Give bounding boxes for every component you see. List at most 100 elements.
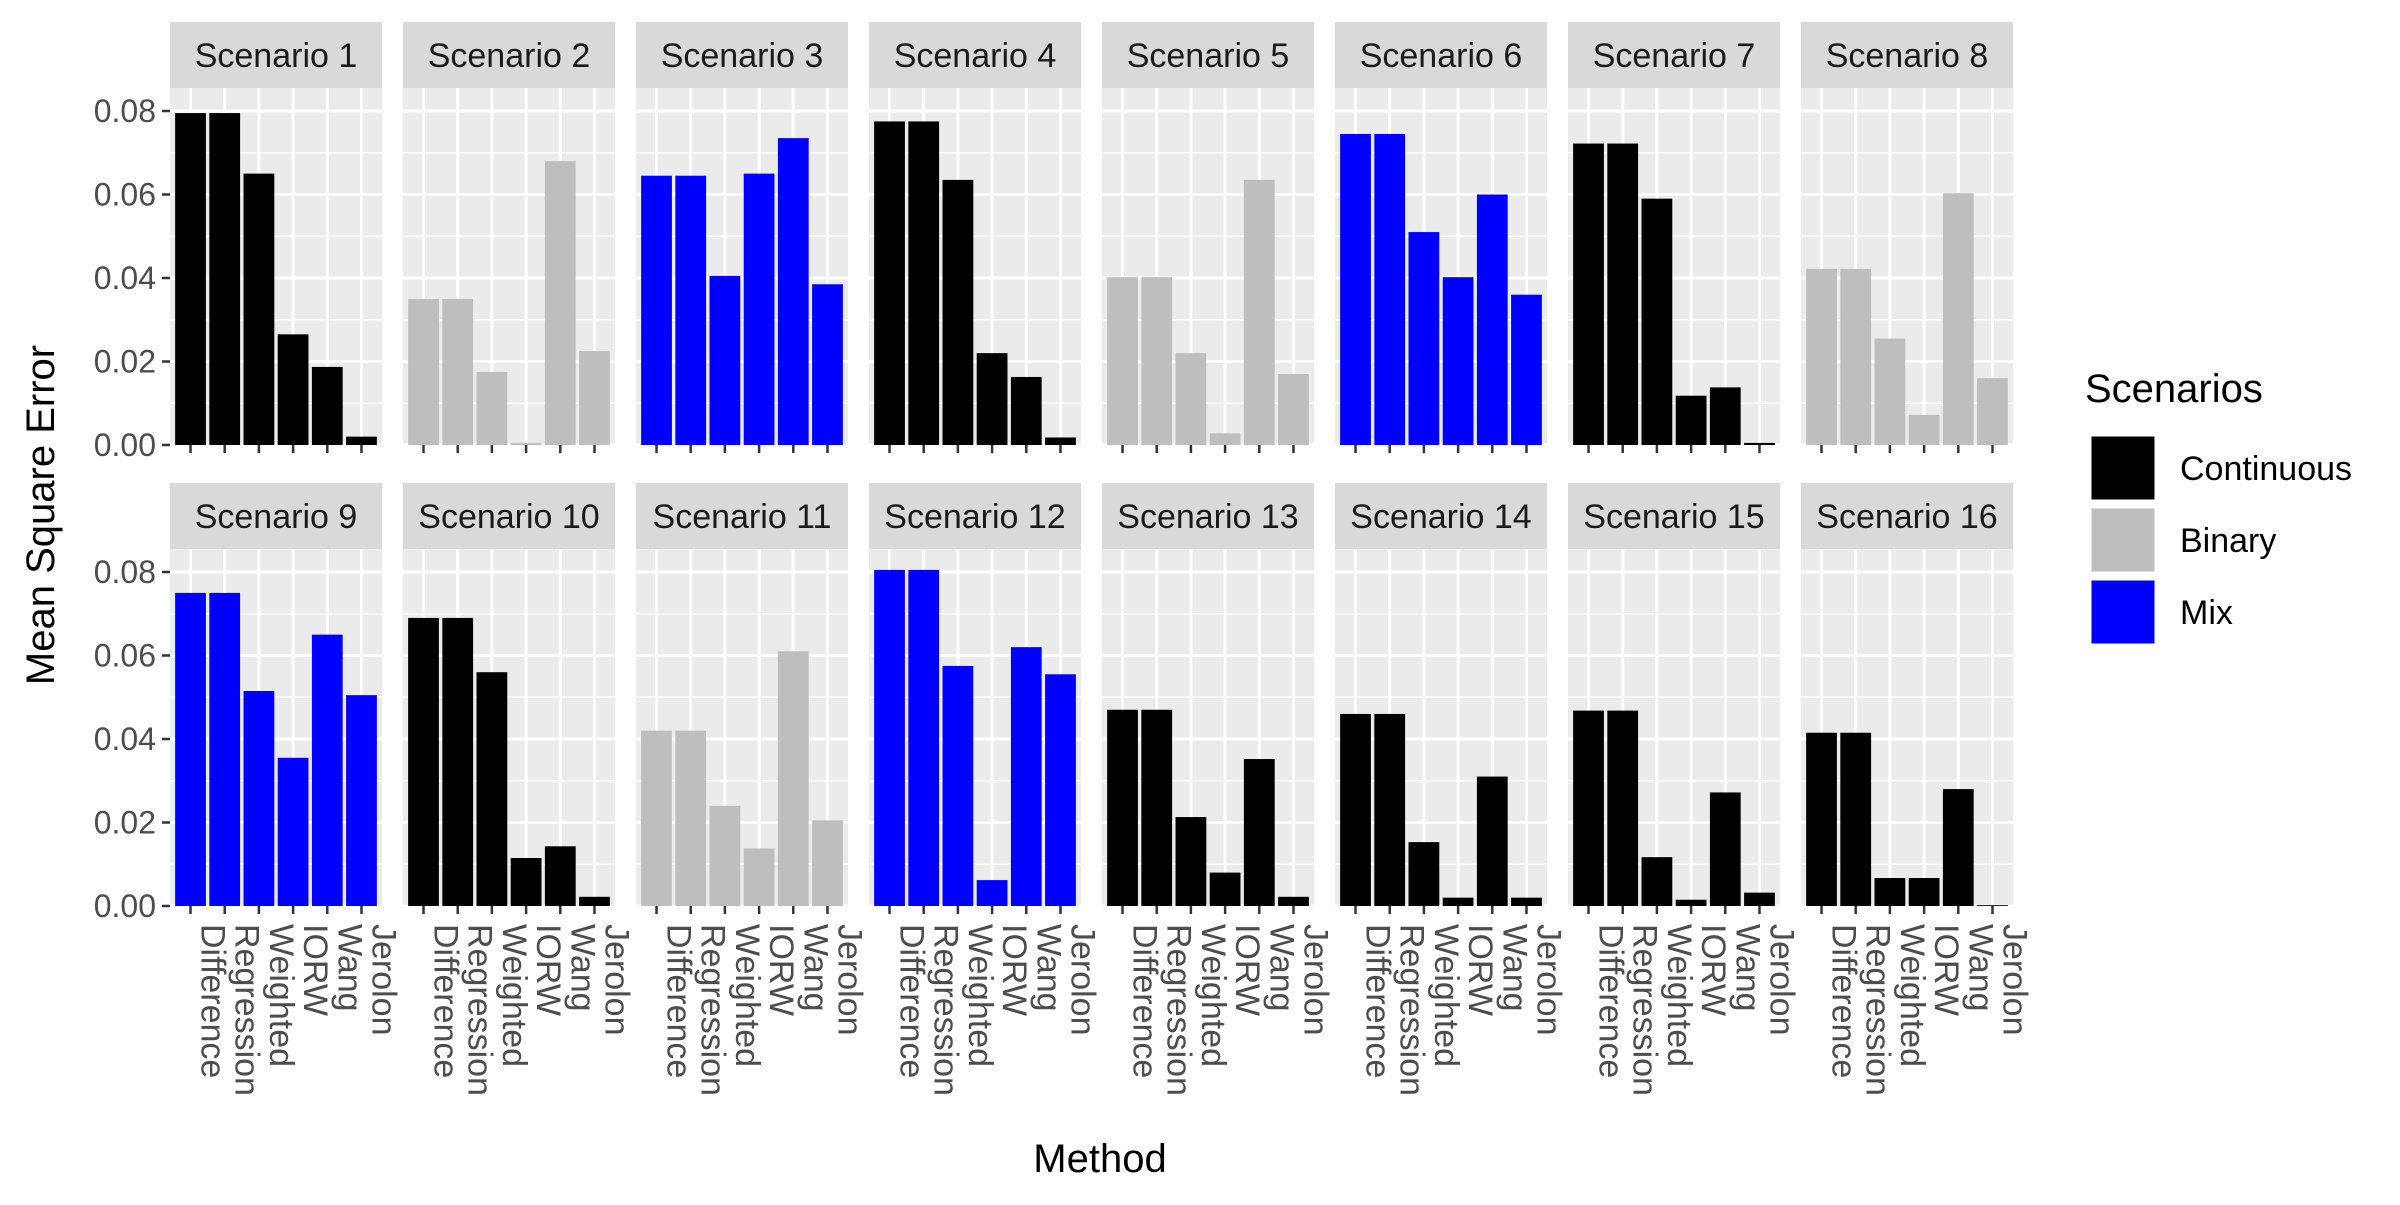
- bar-wang: [777, 138, 809, 445]
- facet-title: Scenario 4: [894, 37, 1057, 75]
- facet-title: Scenario 1: [195, 37, 358, 75]
- bar-regression: [1374, 713, 1406, 906]
- bar-jerolon: [1278, 896, 1309, 906]
- x-tick-label: Regression: [1393, 924, 1431, 1096]
- bar-weighted: [243, 690, 275, 906]
- facet-strip: [636, 483, 848, 549]
- bar-jerolon: [812, 284, 843, 445]
- bar-weighted: [1175, 817, 1207, 906]
- bar-weighted: [1641, 198, 1673, 445]
- x-tick-label: IORW: [995, 924, 1033, 1016]
- bar-wang: [1709, 387, 1741, 445]
- y-tick-label: 0.00: [94, 888, 156, 924]
- x-tick-label: Jerolon: [1529, 924, 1567, 1036]
- bar-weighted: [1641, 857, 1673, 906]
- x-tick-label: Jerolon: [830, 924, 868, 1036]
- bar-jerolon: [346, 695, 377, 906]
- x-tick-label: Wang: [796, 924, 834, 1012]
- bar-jerolon: [1977, 905, 2008, 906]
- bar-jerolon: [346, 436, 377, 445]
- y-tick-label: 0.04: [94, 721, 156, 757]
- x-tick-label: Regression: [1859, 924, 1897, 1096]
- facet-title: Scenario 7: [1593, 37, 1756, 75]
- bar-jerolon: [1744, 442, 1775, 445]
- x-tick-label: Wang: [330, 924, 368, 1012]
- bar-difference: [1806, 268, 1837, 445]
- x-tick-label: IORW: [1694, 924, 1732, 1016]
- x-tick-label: Wang: [1262, 924, 1300, 1012]
- x-tick-label: Wang: [1961, 924, 1999, 1012]
- x-tick-label: Regression: [694, 924, 732, 1096]
- facet-strip: [1102, 22, 1314, 88]
- x-tick-label: IORW: [1927, 924, 1965, 1016]
- legend-key-mix: [2088, 577, 2158, 647]
- bar-iorw: [1675, 899, 1707, 906]
- bar-difference: [641, 730, 672, 906]
- x-tick-label: Weighted: [1427, 924, 1465, 1067]
- facet-title: Scenario 16: [1816, 498, 1997, 536]
- facet-title: Scenario 6: [1360, 37, 1523, 75]
- facet-title: Scenario 11: [653, 498, 832, 536]
- x-tick-label: Weighted: [1660, 924, 1698, 1067]
- facet-strip: [403, 483, 615, 549]
- facet-title: Scenario 3: [661, 37, 824, 75]
- legend-key-binary: [2088, 505, 2158, 575]
- x-tick-label: Regression: [461, 924, 499, 1096]
- bar-regression: [1607, 710, 1639, 906]
- bar-wang: [1942, 193, 1974, 445]
- y-tick-label: 0.02: [94, 805, 156, 841]
- bar-wang: [311, 634, 343, 906]
- bar-jerolon: [1278, 374, 1309, 445]
- bar-wang: [1709, 792, 1741, 906]
- facet-strip: [1335, 22, 1547, 88]
- bar-wang: [311, 366, 343, 445]
- facet-strip: [1568, 483, 1780, 549]
- x-tick-label: Regression: [228, 924, 266, 1096]
- bar-regression: [1840, 732, 1872, 906]
- facet-title: Scenario 2: [428, 37, 591, 75]
- facet-title: Scenario 5: [1127, 37, 1290, 75]
- bar-iorw: [277, 334, 309, 445]
- bar-iorw: [743, 173, 775, 445]
- x-tick-label: Regression: [1160, 924, 1198, 1096]
- x-tick-label: Wang: [1029, 924, 1067, 1012]
- bar-weighted: [1408, 232, 1440, 445]
- bar-regression: [1141, 277, 1173, 445]
- facet-strip: [1568, 22, 1780, 88]
- bar-iorw: [976, 353, 1008, 445]
- facet-strip: [1335, 483, 1547, 549]
- facet-title: Scenario 8: [1826, 37, 1989, 75]
- x-tick-label: Wang: [1495, 924, 1533, 1012]
- x-tick-label: Wang: [563, 924, 601, 1012]
- bar-jerolon: [1511, 897, 1542, 906]
- x-tick-label: Regression: [927, 924, 965, 1096]
- legend-label: Binary: [2180, 522, 2276, 560]
- bar-regression: [209, 592, 241, 906]
- x-tick-label: Weighted: [1194, 924, 1232, 1067]
- bar-weighted: [709, 275, 741, 445]
- x-tick-label: Weighted: [961, 924, 999, 1067]
- x-tick-label: Jerolon: [1762, 924, 1800, 1036]
- bar-jerolon: [1045, 437, 1076, 445]
- facet-strip: [869, 22, 1081, 88]
- bar-wang: [1942, 789, 1974, 906]
- x-axis-title: Method: [1033, 1137, 1166, 1181]
- bar-iorw: [1442, 897, 1474, 906]
- x-tick-label: Weighted: [728, 924, 766, 1067]
- bar-difference: [1107, 277, 1138, 445]
- x-tick-label: Difference: [1126, 924, 1164, 1078]
- x-tick-label: Weighted: [1893, 924, 1931, 1067]
- facet-title: Scenario 13: [1117, 498, 1298, 536]
- bar-jerolon: [579, 351, 610, 445]
- bar-wang: [544, 161, 576, 445]
- legend-label: Continuous: [2180, 450, 2352, 488]
- bar-regression: [908, 121, 940, 445]
- bar-regression: [1141, 709, 1173, 906]
- bar-iorw: [510, 857, 542, 906]
- bar-difference: [1340, 713, 1371, 906]
- bar-difference: [641, 175, 672, 445]
- x-tick-label: Wang: [1728, 924, 1766, 1012]
- facet-strip: [1102, 483, 1314, 549]
- x-tick-label: Difference: [893, 924, 931, 1078]
- bar-jerolon: [1977, 378, 2008, 445]
